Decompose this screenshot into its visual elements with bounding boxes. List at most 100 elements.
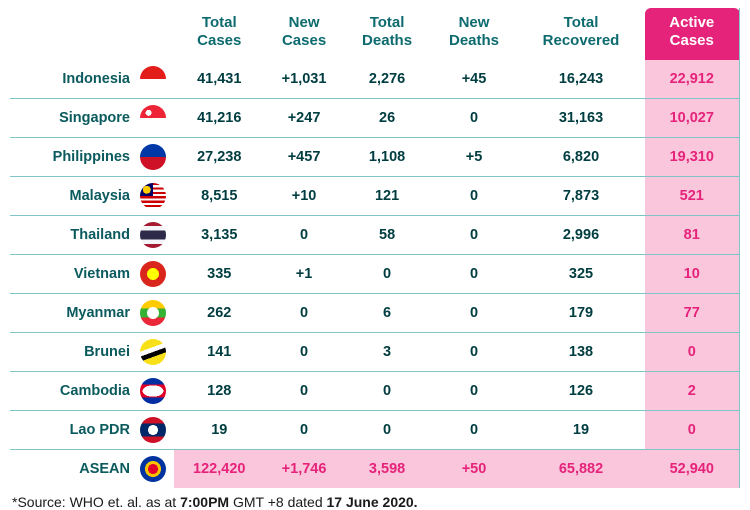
country-name: Thailand [70,227,130,243]
flag-icon [140,378,166,404]
data-table: TotalCasesNewCasesTotalDeathsNewDeathsTo… [10,8,740,488]
cell-new_deaths: 0 [431,177,518,216]
cell-total_recovered: 138 [518,333,645,372]
col-header-total_deaths: TotalDeaths [344,8,431,60]
country-name: Lao PDR [70,422,130,438]
cell-total_recovered: 2,996 [518,216,645,255]
cell-total_deaths: 0 [344,372,431,411]
country-cell: Vietnam [10,255,174,294]
cell-total_cases: 3,135 [174,216,265,255]
table-row: Singapore41,216+24726031,16310,027 [10,99,740,138]
col-header-new_cases: NewCases [265,8,344,60]
cell-total_cases: 8,515 [174,177,265,216]
cell-active_cases: 22,912 [645,60,740,99]
cell-total_deaths: 26 [344,99,431,138]
flag-icon [140,456,166,482]
table-body: Indonesia 41,431+1,0312,276+4516,24322,91… [10,60,740,488]
country-name: Cambodia [60,383,130,399]
col-header-country [10,8,174,60]
source-mid: GMT +8 dated [229,494,326,510]
cell-active_cases: 2 [645,372,740,411]
cell-total_deaths: 3 [344,333,431,372]
cell-new_deaths: 0 [431,99,518,138]
cell-active_cases: 52,940 [645,450,740,489]
cell-total_cases: 41,431 [174,60,265,99]
cell-total_cases: 27,238 [174,138,265,177]
country-name: Indonesia [62,71,130,87]
cell-active_cases: 19,310 [645,138,740,177]
cell-total_cases: 128 [174,372,265,411]
table-row: Philippines27,238+4571,108+56,82019,310 [10,138,740,177]
source-note: *Source: WHO et. al. as at 7:00PM GMT +8… [0,488,750,510]
cell-new_cases: 0 [265,372,344,411]
cell-new_cases: +1 [265,255,344,294]
source-time: 7:00PM [180,494,229,510]
cell-total_recovered: 126 [518,372,645,411]
cell-active_cases: 0 [645,411,740,450]
cell-total_recovered: 16,243 [518,60,645,99]
covid-asean-table: TotalCasesNewCasesTotalDeathsNewDeathsTo… [0,0,750,488]
cell-active_cases: 10 [645,255,740,294]
cell-new_deaths: 0 [431,216,518,255]
cell-total_recovered: 6,820 [518,138,645,177]
col-header-active_cases: ActiveCases [645,8,740,60]
flag-icon [140,222,166,248]
flag-icon [140,183,166,209]
cell-total_cases: 19 [174,411,265,450]
country-cell: ASEAN [10,450,174,489]
flag-icon [140,144,166,170]
country-name: Myanmar [66,305,130,321]
cell-active_cases: 10,027 [645,99,740,138]
table-row: Indonesia 41,431+1,0312,276+4516,24322,91… [10,60,740,99]
cell-total_cases: 41,216 [174,99,265,138]
table-header: TotalCasesNewCasesTotalDeathsNewDeathsTo… [10,8,740,60]
country-name: Vietnam [74,266,130,282]
flag-icon [140,417,166,443]
cell-total_recovered: 19 [518,411,645,450]
cell-new_cases: 0 [265,216,344,255]
flag-icon [140,261,166,287]
col-header-new_deaths: NewDeaths [431,8,518,60]
table-row: Cambodia1280001262 [10,372,740,411]
table-row: Malaysia8,515+1012107,873521 [10,177,740,216]
cell-new_deaths: 0 [431,411,518,450]
cell-total_deaths: 3,598 [344,450,431,489]
cell-new_deaths: 0 [431,372,518,411]
country-name: ASEAN [79,461,130,477]
col-header-total_recovered: TotalRecovered [518,8,645,60]
country-cell: Brunei [10,333,174,372]
country-cell: Lao PDR [10,411,174,450]
cell-new_cases: +247 [265,99,344,138]
cell-total_cases: 335 [174,255,265,294]
cell-new_cases: 0 [265,294,344,333]
cell-new_deaths: +5 [431,138,518,177]
cell-total_deaths: 1,108 [344,138,431,177]
flag-icon [140,66,166,92]
cell-new_deaths: 0 [431,333,518,372]
cell-total_recovered: 7,873 [518,177,645,216]
cell-new_deaths: +50 [431,450,518,489]
cell-new_deaths: 0 [431,294,518,333]
country-cell: Philippines [10,138,174,177]
cell-active_cases: 521 [645,177,740,216]
table-row: Thailand3,13505802,99681 [10,216,740,255]
country-cell: Singapore [10,99,174,138]
flag-icon [140,105,166,131]
table-row: Lao PDR19000190 [10,411,740,450]
cell-active_cases: 77 [645,294,740,333]
table-row: Myanmar26206017977 [10,294,740,333]
cell-total_deaths: 0 [344,411,431,450]
flag-icon [140,339,166,365]
cell-total_deaths: 2,276 [344,60,431,99]
cell-new_deaths: +45 [431,60,518,99]
cell-total_recovered: 65,882 [518,450,645,489]
country-name: Philippines [53,149,130,165]
country-name: Singapore [59,110,130,126]
cell-new_cases: 0 [265,333,344,372]
country-cell: Cambodia [10,372,174,411]
cell-new_cases: +1,031 [265,60,344,99]
cell-total_deaths: 58 [344,216,431,255]
cell-active_cases: 81 [645,216,740,255]
table-row: Vietnam335+10032510 [10,255,740,294]
source-prefix: *Source: WHO et. al. as at [12,494,180,510]
